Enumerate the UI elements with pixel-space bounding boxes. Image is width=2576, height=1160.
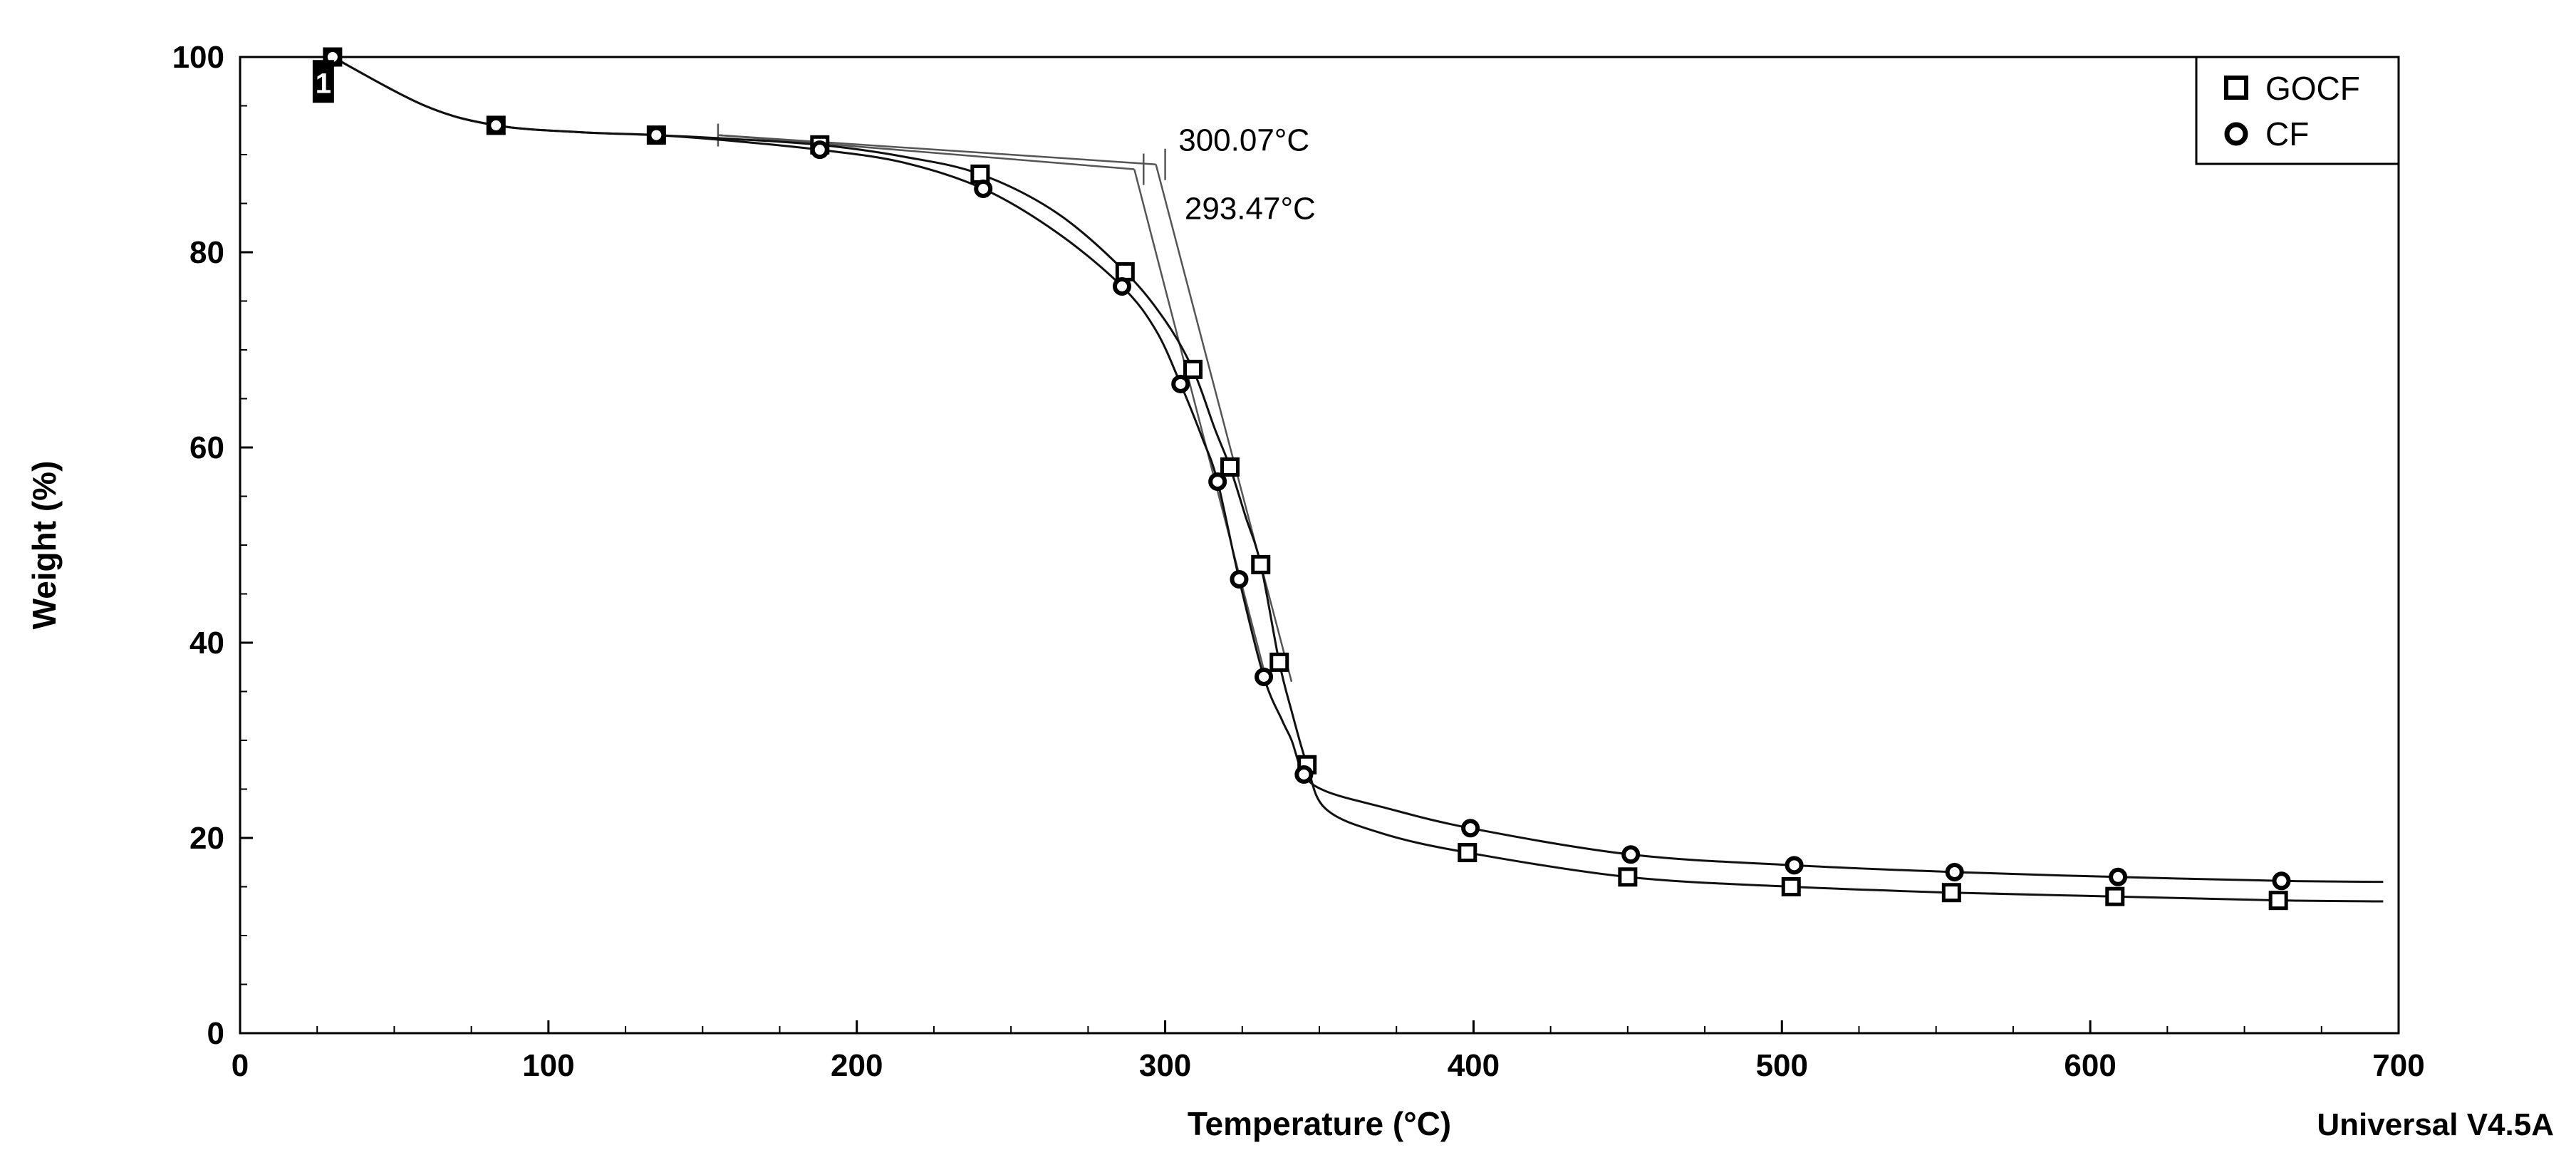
cf-circle-point xyxy=(810,140,829,160)
cf-circle-point xyxy=(1785,856,1804,875)
x-tick-label: 300 xyxy=(1139,1048,1191,1083)
gocf-square-point xyxy=(1251,554,1271,574)
gocf-square-point xyxy=(1220,457,1240,477)
gocf-square-point xyxy=(970,164,990,184)
onset-label-cf: 293.47°C xyxy=(1185,191,1316,226)
legend-label-cf: CF xyxy=(2265,115,2309,152)
legend: GOCF CF xyxy=(2195,56,2400,165)
x-tick-label: 400 xyxy=(1448,1048,1500,1083)
gocf-square-point xyxy=(2105,886,2125,906)
x-tick-label: 200 xyxy=(831,1048,883,1083)
cf-circle-point xyxy=(487,115,506,135)
tangent-line xyxy=(1133,169,1268,683)
gocf-square-point xyxy=(1781,877,1801,896)
cf-circle-point xyxy=(1208,472,1227,491)
cf-circle-point xyxy=(1945,862,1964,881)
gocf-square-point xyxy=(2268,891,2288,911)
step-marker: 1 xyxy=(312,60,334,103)
tangent-line xyxy=(1155,164,1293,683)
legend-circle-icon xyxy=(2224,122,2248,146)
y-axis-title: Weight (%) xyxy=(26,461,63,630)
cf-circle-point xyxy=(1112,276,1131,296)
plot-area-frame xyxy=(239,56,2400,1035)
tangent-line xyxy=(717,134,1135,170)
series-line-gocf xyxy=(332,56,2384,903)
gocf-square-point xyxy=(1618,867,1638,887)
software-version-label: Universal V4.5A xyxy=(2317,1107,2554,1142)
axis-ticks: 0 100 200 300 400 500 600 700 0 20 40 60 80 100 xyxy=(172,40,2425,1083)
cf-circle-point xyxy=(1621,845,1641,864)
tangent-line xyxy=(717,134,1156,165)
y-tick-label: 0 xyxy=(207,1016,224,1051)
legend-label-gocf: GOCF xyxy=(2265,70,2360,107)
cf-circle-point xyxy=(974,179,993,198)
gocf-square-point xyxy=(1269,652,1289,672)
cf-circle-point xyxy=(1230,569,1249,589)
y-tick-label: 100 xyxy=(172,40,224,75)
x-tick-label: 100 xyxy=(522,1048,574,1083)
gocf-square-point xyxy=(1941,883,1961,903)
x-axis-title: Temperature (°C) xyxy=(1188,1105,1451,1142)
y-tick-label: 20 xyxy=(189,821,224,856)
cf-circle-point xyxy=(2272,871,2291,891)
x-tick-label: 0 xyxy=(232,1048,249,1083)
x-tick-label: 500 xyxy=(1756,1048,1808,1083)
y-tick-label: 40 xyxy=(189,626,224,661)
legend-frame xyxy=(2195,56,2400,165)
gocf-square-point xyxy=(1183,359,1203,379)
y-tick-label: 80 xyxy=(189,235,224,270)
gocf-square-point xyxy=(1115,261,1135,281)
series-line-cf xyxy=(332,56,2384,884)
cf-circle-point xyxy=(647,125,666,145)
cf-circle-point xyxy=(1461,819,1480,838)
step-label: 1 xyxy=(316,68,331,99)
cf-circle-point xyxy=(1294,765,1314,784)
cf-circle-point xyxy=(1255,667,1274,686)
cf-circle-point xyxy=(1171,374,1190,393)
cf-circle-point xyxy=(2109,867,2128,886)
x-tick-label: 700 xyxy=(2372,1048,2424,1083)
series-lines xyxy=(332,56,2384,903)
x-tick-label: 600 xyxy=(2064,1048,2116,1083)
series-markers xyxy=(323,47,2291,911)
onset-label-gocf: 300.07°C xyxy=(1178,123,1309,157)
gocf-square-point xyxy=(1458,843,1477,863)
legend-square-icon xyxy=(2224,76,2248,100)
y-tick-label: 60 xyxy=(189,430,224,465)
tangent-lines xyxy=(717,123,1293,683)
